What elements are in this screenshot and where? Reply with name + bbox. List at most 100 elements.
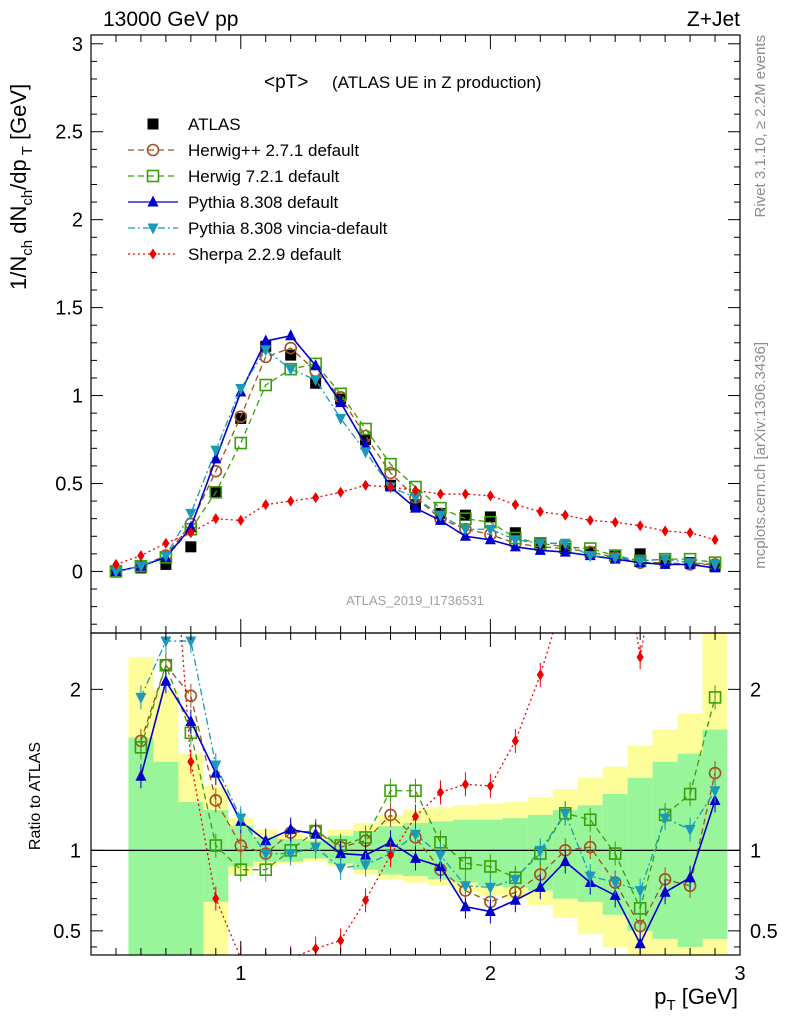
ratio-point [459, 881, 471, 893]
data-point [160, 551, 172, 563]
data-point [661, 525, 669, 537]
ratio-point [484, 860, 497, 873]
legend-entry: ATLAS [188, 115, 241, 134]
ratio-point [410, 829, 421, 841]
ratio-point [636, 651, 644, 663]
ratio-point [185, 715, 197, 727]
ratio-point [634, 886, 646, 898]
y-tick-label: 2.5 [55, 122, 83, 144]
ratio-point [337, 935, 345, 947]
ratio-point [583, 840, 597, 854]
ratio-point [409, 784, 422, 798]
ratio-point [260, 834, 272, 846]
ratio-point [709, 786, 721, 798]
ratio-point [484, 882, 496, 894]
series-3 [110, 329, 721, 576]
series-4 [110, 345, 721, 578]
ratio-point [260, 849, 272, 861]
ratio-point [612, 491, 619, 502]
ratio-point [160, 636, 172, 648]
ratio-point [459, 856, 472, 870]
uncertainty-bands [128, 633, 728, 955]
ratio-point [384, 784, 397, 798]
data-point [436, 488, 445, 500]
ratio-tick-label: 0.5 [53, 921, 81, 943]
ratio-point [187, 756, 195, 768]
x-tick-label: 3 [734, 963, 745, 985]
series-2 [109, 357, 722, 578]
data-point [237, 514, 245, 526]
series-line [115, 334, 716, 573]
data-point [262, 499, 270, 511]
data-point [310, 375, 322, 387]
ratio-point [509, 874, 521, 886]
series-line [115, 363, 716, 573]
data-point [335, 413, 347, 425]
data-point [209, 485, 223, 499]
data-point [110, 566, 122, 578]
header-left-label: 13000 GeV pp [103, 8, 238, 31]
data-point [285, 329, 297, 341]
y-tick-label: 3 [72, 34, 83, 56]
legend-entry: Pythia 8.308 default [188, 193, 339, 212]
data-point [534, 538, 546, 550]
data-point [284, 341, 297, 355]
data-point [684, 558, 696, 570]
ratio-point [234, 863, 248, 876]
ratio-point [285, 849, 297, 861]
data-point [185, 520, 197, 532]
ratio-point [285, 822, 297, 834]
ratio-point [212, 893, 220, 905]
ratio-point [608, 847, 622, 860]
data-point [209, 464, 223, 478]
data-point [234, 436, 248, 450]
data-point [459, 512, 472, 525]
y-tick-label: 0.5 [55, 474, 83, 496]
ratio-point [384, 808, 397, 822]
data-point [486, 490, 494, 502]
data-point [210, 452, 222, 464]
ratio-point [160, 674, 172, 686]
data-point [260, 334, 272, 346]
rivet-version-label: Rivet 3.1.10, ≥ 2.2M events [752, 35, 769, 218]
data-point [686, 527, 694, 539]
ratio-point [534, 845, 546, 857]
data-point [260, 345, 272, 357]
ratio-point [360, 860, 372, 872]
data-point [335, 396, 347, 408]
ratio-point [135, 692, 147, 704]
y-tick-label: 2 [72, 210, 83, 232]
data-point [509, 535, 521, 547]
data-point [586, 514, 594, 526]
chart-data-layer: 00.511.522.530.5 0.51 12 21 2 3pT [GeV]1/Nch … [6, 34, 778, 1014]
ratio-point [708, 766, 722, 780]
ratio-tick-label-right: 2 [750, 679, 761, 701]
band-green [702, 729, 728, 939]
ratio-point [209, 839, 223, 852]
ratio-point [659, 885, 671, 897]
data-point [484, 533, 496, 545]
series-0 [110, 340, 721, 577]
legend-entry: Pythia 8.308 vincia-default [188, 219, 388, 238]
data-point [434, 510, 446, 522]
data-point [135, 561, 147, 573]
ratio-point [584, 871, 596, 883]
ratio-series-4 [180, 491, 645, 955]
ratio-axis-label: Ratio to ATLAS [27, 742, 44, 850]
ratio-point [484, 905, 496, 917]
data-point [459, 524, 471, 536]
data-point [359, 422, 372, 436]
data-point [112, 558, 120, 570]
ratio-point [683, 787, 697, 801]
data-point [259, 378, 273, 392]
mcplots-label: mcplots.cern.ch [arXiv:1306.3436] [752, 342, 769, 569]
ratio-point [562, 587, 569, 598]
ratio-point [434, 850, 446, 862]
header-right-label: Z+Jet [687, 8, 740, 31]
ratio-series-3 [135, 633, 721, 903]
ratio-tick-label-right: 0.5 [750, 921, 778, 943]
data-point [459, 509, 471, 521]
data-point [312, 492, 320, 504]
data-point [559, 538, 571, 550]
ratio-point [385, 835, 397, 847]
